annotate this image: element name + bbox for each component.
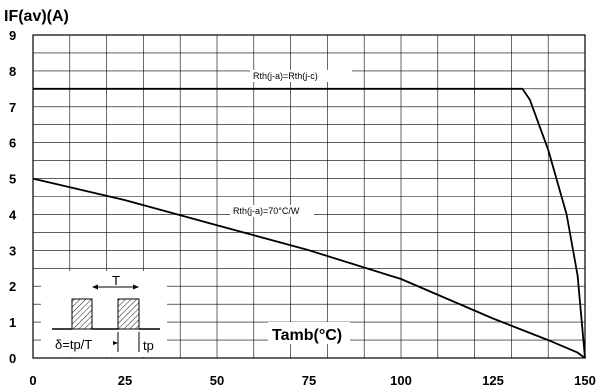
y-tick-label: 7 [9, 100, 16, 115]
period-label: T [112, 273, 120, 288]
pulse-2 [117, 298, 140, 330]
tp-label: tp [143, 338, 154, 353]
plot-frame [32, 34, 586, 359]
x-tick-label: 100 [390, 373, 412, 388]
x-tick-label: 50 [210, 373, 224, 388]
pulse-1 [71, 298, 93, 330]
series-line-1 [33, 87, 586, 359]
y-axis-ticks: 0 1 2 3 4 5 6 7 8 9 [9, 28, 17, 366]
x-tick-label: 125 [482, 373, 504, 388]
x-axis-ticks: 0 25 50 75 100 125 150 [29, 373, 595, 388]
y-tick-label: 6 [9, 136, 16, 151]
series-line-2 [32, 177, 586, 359]
x-tick-label: 150 [574, 373, 596, 388]
y-tick-label: 0 [9, 351, 16, 366]
tp-arrow-head [113, 341, 118, 345]
x-tick-label: 0 [29, 373, 36, 388]
series-2-label: Rth(j-a)=70°C/W [233, 206, 300, 216]
y-tick-label: 1 [9, 315, 16, 330]
series-1-label-bg [250, 70, 352, 82]
y-axis-title: IF(av)(A) [4, 8, 69, 25]
y-tick-label: 5 [9, 172, 16, 187]
period-arrow-left-head [92, 284, 98, 290]
pulse-inset: T δ=tp/T tp [41, 271, 167, 357]
y-tick-label: 9 [9, 28, 16, 43]
y-tick-label: 2 [9, 279, 16, 294]
series-group [32, 87, 586, 359]
x-tick-label: 25 [118, 373, 132, 388]
inset-background [41, 271, 167, 357]
y-tick-label: 4 [9, 207, 17, 222]
period-arrow-right-head [133, 284, 139, 290]
y-tick-label: 3 [9, 243, 16, 258]
x-tick-label: 75 [302, 373, 316, 388]
x-axis-title: Tamb(°C) [272, 327, 342, 344]
series-1-label: Rth(j-a)=Rth(j-c) [253, 71, 318, 81]
duty-label: δ=tp/T [55, 337, 92, 352]
series-2-label-bg [230, 205, 314, 217]
x-axis-title-bg [268, 322, 350, 344]
y-tick-label: 8 [9, 64, 16, 79]
